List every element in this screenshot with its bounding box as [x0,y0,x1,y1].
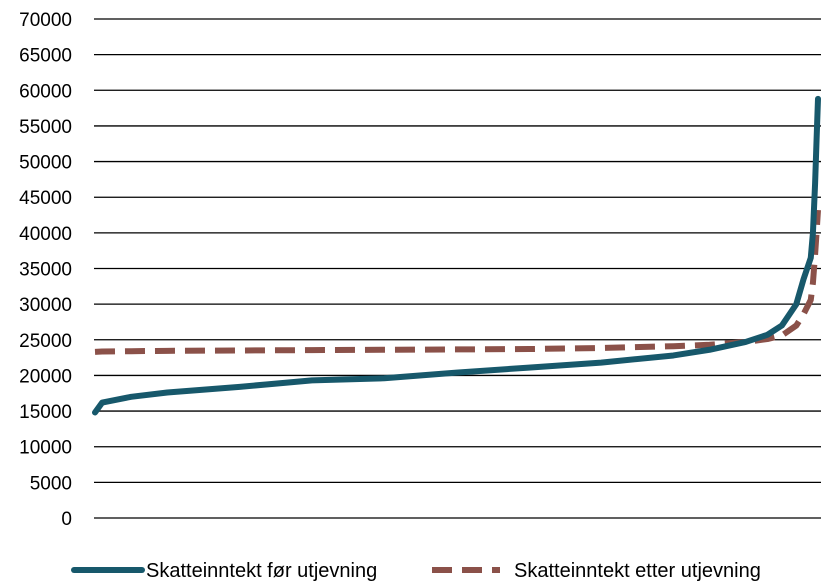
gridlines [94,18,821,519]
y-tick-label: 0 [61,509,72,530]
series-line-before [92,95,821,416]
y-tick-label: 60000 [19,81,72,102]
y-tick-label: 20000 [19,366,72,387]
y-tick-label: 65000 [19,46,72,67]
series-line-after [94,209,821,355]
y-tick-label: 35000 [19,260,72,281]
y-tick-label: 25000 [19,331,72,352]
legend-label-before: Skatteinntekt før utjevning [146,560,377,582]
legend: Skatteinntekt før utjevning Skatteinntek… [71,560,761,582]
y-tick-label: 30000 [19,295,72,316]
y-tick-label: 70000 [19,10,72,31]
y-tick-label: 10000 [19,438,72,459]
y-tick-label: 5000 [30,473,72,494]
y-tick-label: 50000 [19,153,72,174]
y-tick-label: 55000 [19,117,72,138]
y-tick-label: 45000 [19,188,72,209]
legend-label-after: Skatteinntekt etter utjevning [514,560,761,582]
y-tick-label: 40000 [19,224,72,245]
y-axis-tick-labels: 0 5000 10000 15000 20000 25000 30000 35000 40000… [19,10,72,530]
y-tick-label: 15000 [19,402,72,423]
series-lines [92,95,821,416]
